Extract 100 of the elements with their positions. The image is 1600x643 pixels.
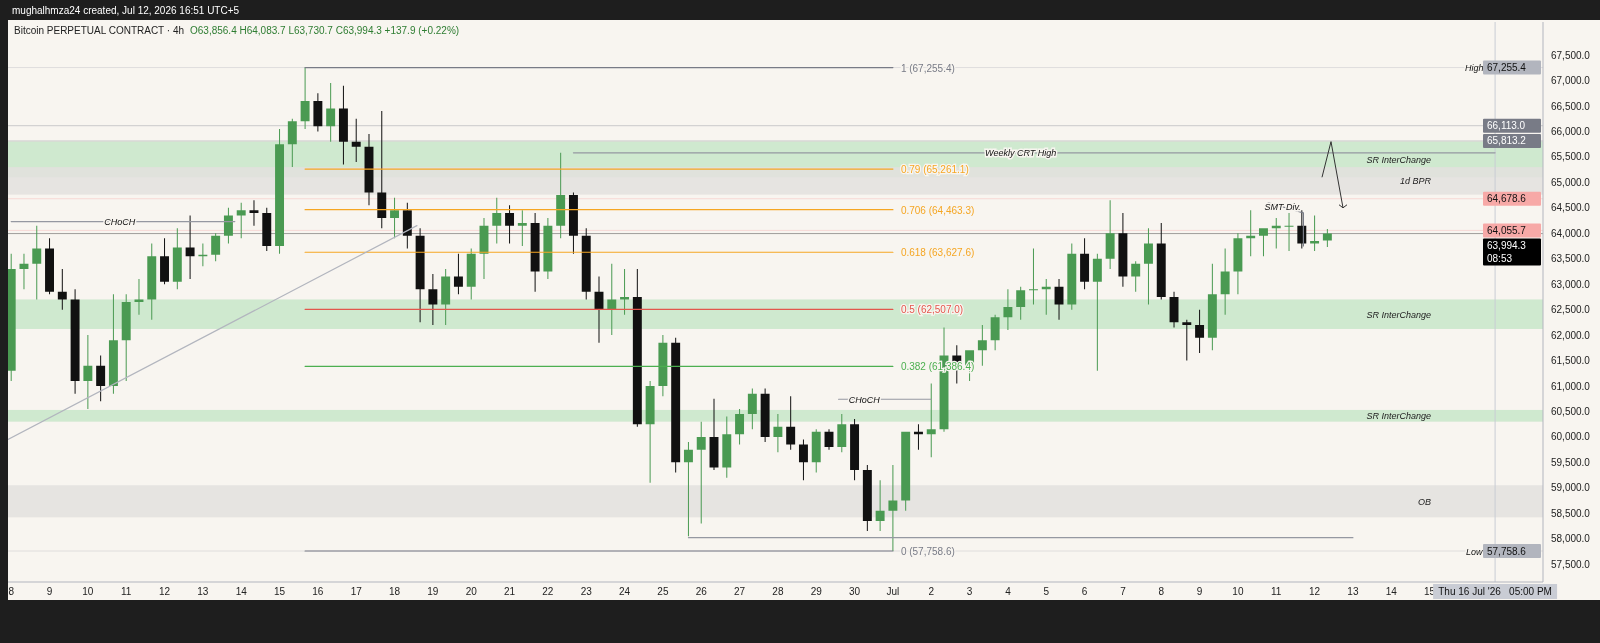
candlestick — [70, 289, 80, 394]
candlestick — [19, 253, 29, 290]
y-tick-label: 61,500.0 — [1551, 355, 1591, 367]
x-tick-label: 21 — [503, 586, 516, 597]
x-tick-label: 4 — [1005, 586, 1012, 597]
candlestick — [1310, 215, 1320, 252]
candlestick — [913, 424, 923, 450]
x-tick-label: 16 — [312, 586, 324, 597]
x-tick-label: 11 — [121, 586, 132, 597]
candlestick — [926, 383, 936, 458]
x-tick-label: 24 — [618, 586, 631, 597]
x-tick-label: 22 — [542, 586, 554, 597]
candlestick — [1067, 243, 1077, 310]
ref-line-label: 64,055.7 — [1487, 224, 1527, 236]
text: mughalhmza24 created, Jul 12, 2026 16:51 UTC+5 — [12, 5, 240, 16]
x-tick-label: 29 — [810, 586, 823, 597]
annotation: High — [1465, 63, 1484, 74]
x-tick-label: 10 — [1232, 586, 1244, 597]
candlestick — [1105, 200, 1115, 269]
candlestick — [875, 480, 885, 532]
candlestick — [172, 228, 182, 290]
candlestick — [786, 396, 796, 450]
candlestick — [1233, 233, 1243, 295]
x-tick-label: 14 — [235, 586, 248, 597]
candlestick — [390, 197, 400, 239]
candlestick — [1195, 309, 1205, 353]
candlestick — [773, 414, 783, 453]
candlestick — [722, 416, 732, 478]
candlestick — [287, 118, 297, 168]
candlestick — [862, 464, 872, 532]
candlestick — [236, 202, 246, 239]
x-tick-label: 12 — [158, 586, 171, 597]
chart-title: Bitcoin PERPETUAL CONTRACT · 4h — [14, 25, 185, 36]
candlestick — [1207, 263, 1217, 351]
y-tick-label: 62,500.0 — [1551, 304, 1591, 316]
candlestick — [300, 67, 310, 129]
x-tick-label: 30 — [849, 586, 861, 597]
ref-line-label: 65,813.2 — [1487, 135, 1527, 147]
candlestick — [1182, 319, 1192, 361]
x-tick-label: 13 — [1347, 586, 1359, 597]
candlestick — [83, 335, 93, 409]
x-tick-label: 9 — [1196, 586, 1203, 597]
y-tick-label: 66,000.0 — [1551, 125, 1591, 137]
y-tick-label: 65,500.0 — [1551, 151, 1591, 163]
candlestick — [453, 253, 463, 295]
x-tick-label: 3 — [966, 586, 973, 597]
candlestick — [1271, 218, 1281, 249]
candlestick — [1322, 229, 1332, 247]
y-tick-label: 67,500.0 — [1551, 49, 1591, 61]
y-tick-label: 62,000.0 — [1551, 329, 1591, 341]
x-tick-label: 13 — [197, 586, 209, 597]
annotation: Weekly CRT High — [985, 148, 1057, 159]
candlestick — [57, 268, 67, 310]
x-tick-label: 26 — [695, 586, 708, 597]
candlestick — [901, 431, 911, 511]
band-label: 1d BPR — [1399, 176, 1432, 187]
candlestick — [1092, 253, 1102, 371]
candlestick — [121, 294, 131, 381]
candlestick — [1131, 261, 1141, 292]
x-tick-label: 20 — [465, 586, 478, 597]
candlestick — [543, 218, 553, 280]
x-tick-label: 9 — [46, 586, 53, 597]
x-tick-label: 2 — [928, 586, 935, 597]
x-tick-label: 23 — [580, 586, 593, 597]
x-tick-label: 25 — [657, 586, 669, 597]
candlestick — [632, 268, 642, 427]
x-tick-label: 6 — [1081, 586, 1088, 597]
band-label: OB — [1417, 496, 1431, 507]
candlestick — [428, 274, 438, 325]
candlestick — [658, 335, 668, 397]
band-label: SR InterChange — [1366, 154, 1431, 165]
candlestick — [505, 205, 515, 244]
y-tick-label: 57,500.0 — [1551, 558, 1591, 570]
candlestick — [798, 439, 808, 481]
candlestick — [466, 248, 476, 300]
candlestick — [351, 118, 361, 162]
series-label: 0.5 (62,507.0) — [900, 304, 964, 316]
candlestick — [338, 85, 348, 165]
candlestick — [747, 388, 757, 430]
candlestick — [990, 314, 1000, 351]
candlestick — [837, 414, 847, 453]
candlestick — [492, 197, 502, 244]
candlestick — [1156, 223, 1166, 300]
x-tick-label: 17 — [350, 586, 363, 597]
y-tick-label: 58,000.0 — [1551, 533, 1591, 545]
candlestick — [441, 268, 451, 325]
candlestick — [275, 128, 285, 254]
candlestick — [850, 419, 860, 481]
candlestick — [1118, 212, 1128, 287]
candlestick — [735, 408, 745, 445]
y-tick-label: 64,000.0 — [1551, 227, 1591, 239]
candlestick — [8, 253, 16, 381]
y-tick-label: 58,500.0 — [1551, 507, 1591, 519]
x-tick-label: 15 — [1424, 586, 1436, 597]
candlestick — [249, 200, 259, 226]
x-tick-label: 18 — [388, 586, 401, 597]
x-tick-label: 15 — [273, 586, 286, 597]
candlestick — [1003, 289, 1013, 330]
candlestick — [568, 192, 578, 254]
candlestick — [160, 238, 170, 285]
